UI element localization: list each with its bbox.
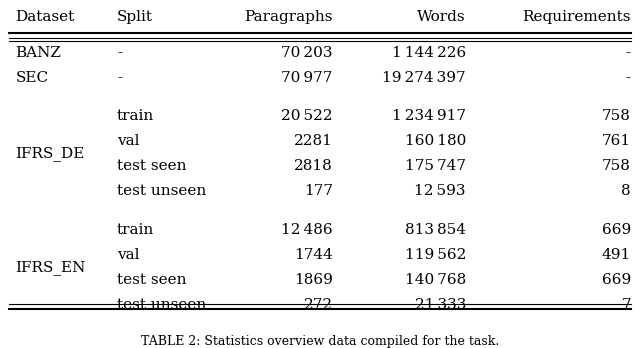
Text: 160 180: 160 180 [404, 134, 466, 148]
Text: 669: 669 [602, 273, 631, 287]
Text: 20 522: 20 522 [281, 109, 333, 123]
Text: TABLE 2: Statistics overview data compiled for the task.: TABLE 2: Statistics overview data compil… [141, 335, 499, 348]
Text: val: val [117, 134, 140, 148]
Text: 1744: 1744 [294, 248, 333, 262]
Text: 8: 8 [621, 184, 631, 198]
Text: 669: 669 [602, 223, 631, 237]
Text: 70 977: 70 977 [282, 71, 333, 85]
Text: 7: 7 [621, 298, 631, 312]
Text: Paragraphs: Paragraphs [244, 10, 333, 24]
Text: val: val [117, 248, 140, 262]
Text: 175 747: 175 747 [405, 159, 466, 173]
Text: 21 333: 21 333 [415, 298, 466, 312]
Text: SEC: SEC [15, 71, 49, 85]
Text: BANZ: BANZ [15, 46, 61, 60]
Text: 758: 758 [602, 109, 631, 123]
Text: -: - [626, 46, 631, 60]
Text: 761: 761 [602, 134, 631, 148]
Text: 19 274 397: 19 274 397 [382, 71, 466, 85]
Text: 140 768: 140 768 [404, 273, 466, 287]
Text: Requirements: Requirements [522, 10, 631, 24]
Text: 1 144 226: 1 144 226 [392, 46, 466, 60]
Text: test seen: test seen [117, 159, 186, 173]
Text: IFRS_EN: IFRS_EN [15, 260, 86, 275]
Text: test seen: test seen [117, 273, 186, 287]
Text: 119 562: 119 562 [404, 248, 466, 262]
Text: 1 234 917: 1 234 917 [392, 109, 466, 123]
Text: 491: 491 [602, 248, 631, 262]
Text: Words: Words [417, 10, 466, 24]
Text: IFRS_DE: IFRS_DE [15, 147, 85, 161]
Text: -: - [117, 46, 122, 60]
Text: -: - [117, 71, 122, 85]
Text: -: - [626, 71, 631, 85]
Text: Split: Split [117, 10, 153, 24]
Text: 272: 272 [303, 298, 333, 312]
Text: 2818: 2818 [294, 159, 333, 173]
Text: 2281: 2281 [294, 134, 333, 148]
Text: test unseen: test unseen [117, 184, 206, 198]
Text: 813 854: 813 854 [405, 223, 466, 237]
Text: 758: 758 [602, 159, 631, 173]
Text: test unseen: test unseen [117, 298, 206, 312]
Text: Dataset: Dataset [15, 10, 75, 24]
Text: 1869: 1869 [294, 273, 333, 287]
Text: train: train [117, 109, 154, 123]
Text: 12 486: 12 486 [281, 223, 333, 237]
Text: 177: 177 [304, 184, 333, 198]
Text: 70 203: 70 203 [281, 46, 333, 60]
Text: train: train [117, 223, 154, 237]
Text: 12 593: 12 593 [415, 184, 466, 198]
